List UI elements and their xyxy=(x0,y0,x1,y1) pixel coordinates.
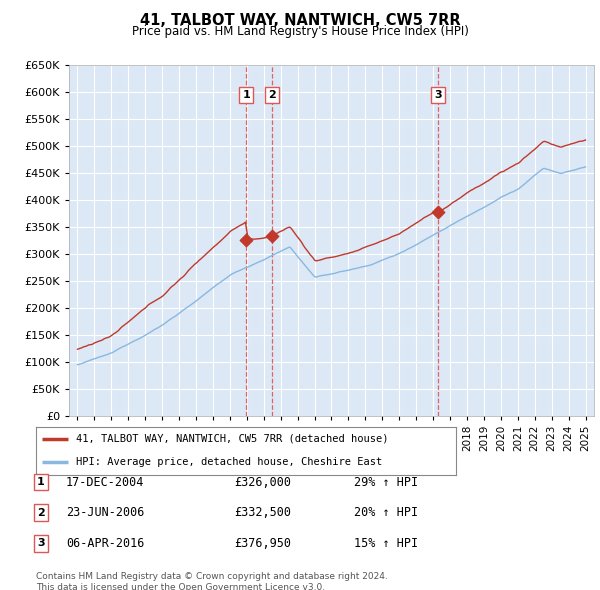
Text: 3: 3 xyxy=(434,90,442,100)
Text: 06-APR-2016: 06-APR-2016 xyxy=(66,537,145,550)
Text: £326,000: £326,000 xyxy=(234,476,291,489)
Text: 15% ↑ HPI: 15% ↑ HPI xyxy=(354,537,418,550)
Text: 2: 2 xyxy=(37,508,44,517)
Text: Contains HM Land Registry data © Crown copyright and database right 2024.
This d: Contains HM Land Registry data © Crown c… xyxy=(36,572,388,590)
Text: 1: 1 xyxy=(37,477,44,487)
Text: 3: 3 xyxy=(37,539,44,548)
Text: 23-JUN-2006: 23-JUN-2006 xyxy=(66,506,145,519)
Text: 29% ↑ HPI: 29% ↑ HPI xyxy=(354,476,418,489)
Text: 1: 1 xyxy=(242,90,250,100)
Text: 41, TALBOT WAY, NANTWICH, CW5 7RR: 41, TALBOT WAY, NANTWICH, CW5 7RR xyxy=(140,13,460,28)
Text: Price paid vs. HM Land Registry's House Price Index (HPI): Price paid vs. HM Land Registry's House … xyxy=(131,25,469,38)
Text: 20% ↑ HPI: 20% ↑ HPI xyxy=(354,506,418,519)
Point xyxy=(433,208,442,217)
Text: HPI: Average price, detached house, Cheshire East: HPI: Average price, detached house, Ches… xyxy=(76,457,382,467)
Text: 2: 2 xyxy=(268,90,276,100)
Text: 41, TALBOT WAY, NANTWICH, CW5 7RR (detached house): 41, TALBOT WAY, NANTWICH, CW5 7RR (detac… xyxy=(76,434,388,444)
Text: £332,500: £332,500 xyxy=(234,506,291,519)
Text: 17-DEC-2004: 17-DEC-2004 xyxy=(66,476,145,489)
Text: £376,950: £376,950 xyxy=(234,537,291,550)
Point xyxy=(241,235,251,245)
Point xyxy=(267,232,277,241)
